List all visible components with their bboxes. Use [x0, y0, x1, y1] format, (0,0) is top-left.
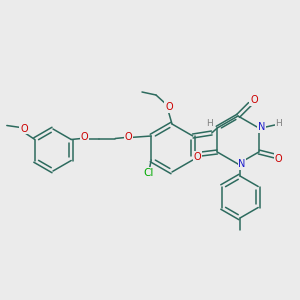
Text: H: H — [206, 119, 213, 128]
Text: O: O — [165, 102, 173, 112]
Text: N: N — [258, 122, 266, 132]
Text: H: H — [275, 118, 282, 127]
Text: O: O — [250, 95, 258, 105]
Text: Cl: Cl — [143, 168, 153, 178]
Text: O: O — [80, 133, 88, 142]
Text: O: O — [124, 131, 132, 142]
Text: O: O — [20, 124, 28, 134]
Text: O: O — [275, 154, 283, 164]
Text: N: N — [238, 159, 246, 169]
Text: O: O — [194, 152, 201, 162]
